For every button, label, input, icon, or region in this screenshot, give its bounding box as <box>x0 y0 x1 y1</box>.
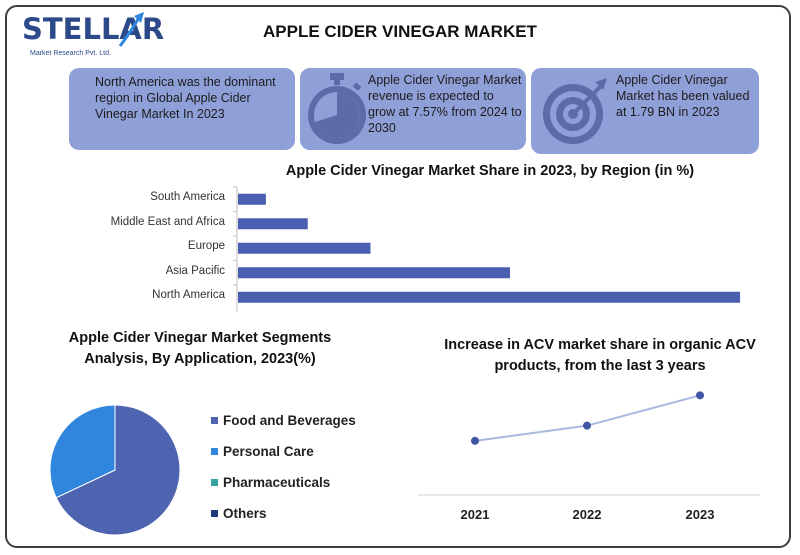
target-icon <box>543 78 607 144</box>
bar-category-label: South America <box>150 191 225 204</box>
legend-item: Food and Beverages <box>211 413 356 428</box>
line-x-label: 2023 <box>685 507 715 522</box>
line-x-label: 2022 <box>572 507 602 522</box>
pie-slice-food-and-beverages <box>55 405 181 536</box>
line-x-label: 2021 <box>460 507 490 522</box>
legend-swatch <box>211 447 218 455</box>
pie-chart-title: Apple Cider Vinegar Market Segments Anal… <box>68 330 332 367</box>
legend-label: Food and Beverages <box>223 413 356 428</box>
legend-swatch <box>211 478 218 486</box>
bar-category-label: Middle East and Africa <box>110 215 225 228</box>
legend-item: Others <box>211 506 267 521</box>
infographic-frame <box>5 5 791 548</box>
logo-arrow-icon <box>118 12 144 47</box>
info-card-value: Apple Cider Vinegar Market has been valu… <box>531 68 759 154</box>
info-card-region: North America was the dominant region in… <box>69 68 295 150</box>
stellar-logo: STELLAR Market Research Pvt. Ltd. <box>22 10 164 62</box>
info-card-growth: Apple Cider Vinegar Market revenue is ex… <box>300 68 526 150</box>
info-card-text: North America was the dominant region in… <box>95 75 276 121</box>
info-card-text: Apple Cider Vinegar Market has been valu… <box>616 73 750 119</box>
legend-swatch <box>211 509 218 517</box>
legend-swatch <box>211 416 218 424</box>
bar-category-label: North America <box>152 289 225 302</box>
pie-slice-personal-care <box>49 405 116 499</box>
bar-category-label: Asia Pacific <box>165 264 225 277</box>
line-chart-title: Increase in ACV market share in organic … <box>444 337 756 374</box>
logo-subtitle: Market Research Pvt. Ltd. <box>30 50 111 57</box>
legend-item: Pharmaceuticals <box>211 475 330 490</box>
info-card-text: Apple Cider Vinegar Market revenue is ex… <box>368 73 522 135</box>
bar-category-label: Europe <box>187 240 225 253</box>
legend-item: Personal Care <box>211 444 314 459</box>
legend-label: Personal Care <box>223 444 314 459</box>
bar-chart-title: Apple Cider Vinegar Market Share in 2023… <box>285 163 695 179</box>
legend-label: Pharmaceuticals <box>223 475 331 490</box>
stopwatch-icon <box>308 73 366 144</box>
pie-chart <box>49 405 181 536</box>
page-title: APPLE CIDER VINEGAR MARKET <box>263 22 537 41</box>
legend-label: Others <box>223 506 267 521</box>
